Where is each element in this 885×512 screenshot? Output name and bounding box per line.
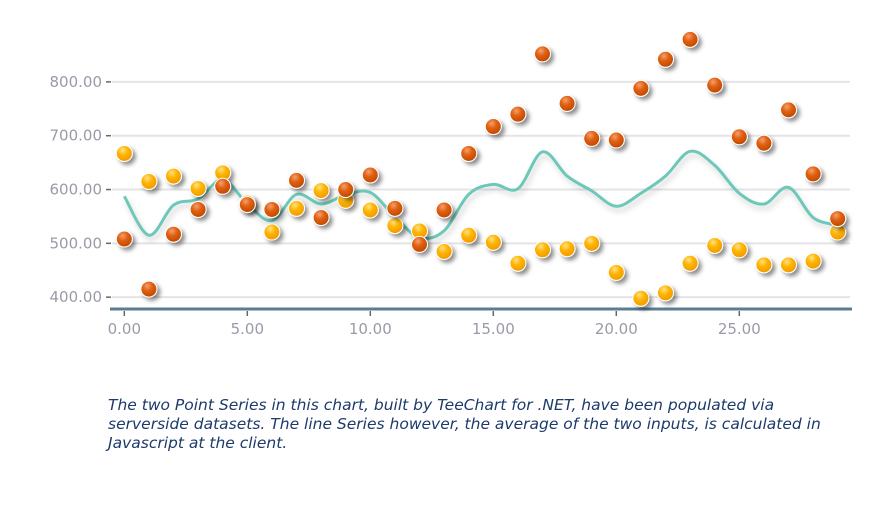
orange-point bbox=[607, 131, 625, 149]
point-series bbox=[115, 30, 847, 307]
orange-point bbox=[681, 30, 699, 48]
yellow-point bbox=[484, 233, 502, 251]
orange-point bbox=[312, 209, 330, 227]
orange-point bbox=[583, 129, 601, 147]
orange-point bbox=[730, 128, 748, 146]
orange-point bbox=[238, 196, 256, 214]
orange-point bbox=[140, 280, 158, 298]
yellow-point bbox=[288, 199, 305, 217]
yellow-point bbox=[435, 242, 453, 260]
chart-caption: The two Point Series in this chart, buil… bbox=[108, 396, 821, 452]
x-tick-label: 25.00 bbox=[718, 320, 761, 338]
orange-point bbox=[263, 200, 281, 218]
x-tick-label: 0.00 bbox=[108, 320, 141, 338]
yellow-point bbox=[607, 263, 625, 281]
average-line-series bbox=[122, 149, 839, 241]
orange-point bbox=[484, 118, 502, 136]
orange-point bbox=[214, 177, 232, 195]
y-tick-label: 700.00 bbox=[50, 127, 103, 145]
y-tick-label: 800.00 bbox=[50, 73, 103, 91]
yellow-point bbox=[140, 172, 158, 190]
yellow-point bbox=[780, 256, 797, 274]
orange-point bbox=[115, 230, 133, 248]
orange-point bbox=[411, 235, 428, 253]
orange-point bbox=[755, 134, 773, 152]
orange-point bbox=[657, 50, 674, 68]
yellow-point bbox=[730, 241, 748, 259]
orange-point bbox=[804, 165, 822, 183]
x-tick-label: 5.00 bbox=[231, 320, 264, 338]
y-tick-label: 600.00 bbox=[50, 181, 103, 199]
orange-point bbox=[386, 199, 404, 217]
yellow-point bbox=[583, 234, 601, 252]
orange-point bbox=[780, 101, 797, 119]
y-tick-label: 400.00 bbox=[50, 288, 103, 306]
orange-point bbox=[509, 105, 527, 123]
yellow-point bbox=[509, 254, 527, 272]
orange-point bbox=[706, 76, 724, 94]
yellow-point bbox=[263, 223, 281, 241]
orange-point bbox=[337, 181, 355, 199]
y-tick-label: 500.00 bbox=[50, 234, 103, 252]
yellow-point bbox=[632, 289, 650, 307]
orange-point bbox=[558, 94, 576, 112]
orange-point bbox=[829, 210, 847, 228]
yellow-point bbox=[386, 217, 404, 235]
orange-point bbox=[165, 225, 182, 243]
yellow-point bbox=[804, 252, 822, 270]
x-tick-label: 20.00 bbox=[595, 320, 638, 338]
orange-point bbox=[460, 144, 478, 162]
yellow-point bbox=[534, 241, 551, 259]
yellow-point bbox=[558, 240, 576, 258]
orange-point bbox=[435, 201, 453, 219]
yellow-point bbox=[312, 182, 330, 200]
orange-point bbox=[361, 166, 379, 184]
yellow-point bbox=[189, 179, 207, 197]
yellow-point bbox=[115, 144, 133, 162]
yellow-point bbox=[706, 236, 724, 254]
x-tick-label: 10.00 bbox=[349, 320, 392, 338]
average-line bbox=[122, 149, 839, 241]
yellow-point bbox=[657, 284, 674, 302]
yellow-point bbox=[361, 201, 379, 219]
orange-point bbox=[189, 200, 207, 218]
yellow-point bbox=[755, 256, 773, 274]
yellow-point bbox=[460, 226, 478, 244]
yellow-point bbox=[681, 254, 699, 272]
orange-point bbox=[534, 45, 551, 63]
x-tick-label: 15.00 bbox=[472, 320, 515, 338]
yellow-point bbox=[165, 167, 182, 185]
orange-point bbox=[288, 171, 305, 189]
orange-point bbox=[632, 79, 650, 97]
axes: 400.00 500.00 600.00 700.00 800.00 0.00 5.00 10… bbox=[50, 73, 852, 338]
